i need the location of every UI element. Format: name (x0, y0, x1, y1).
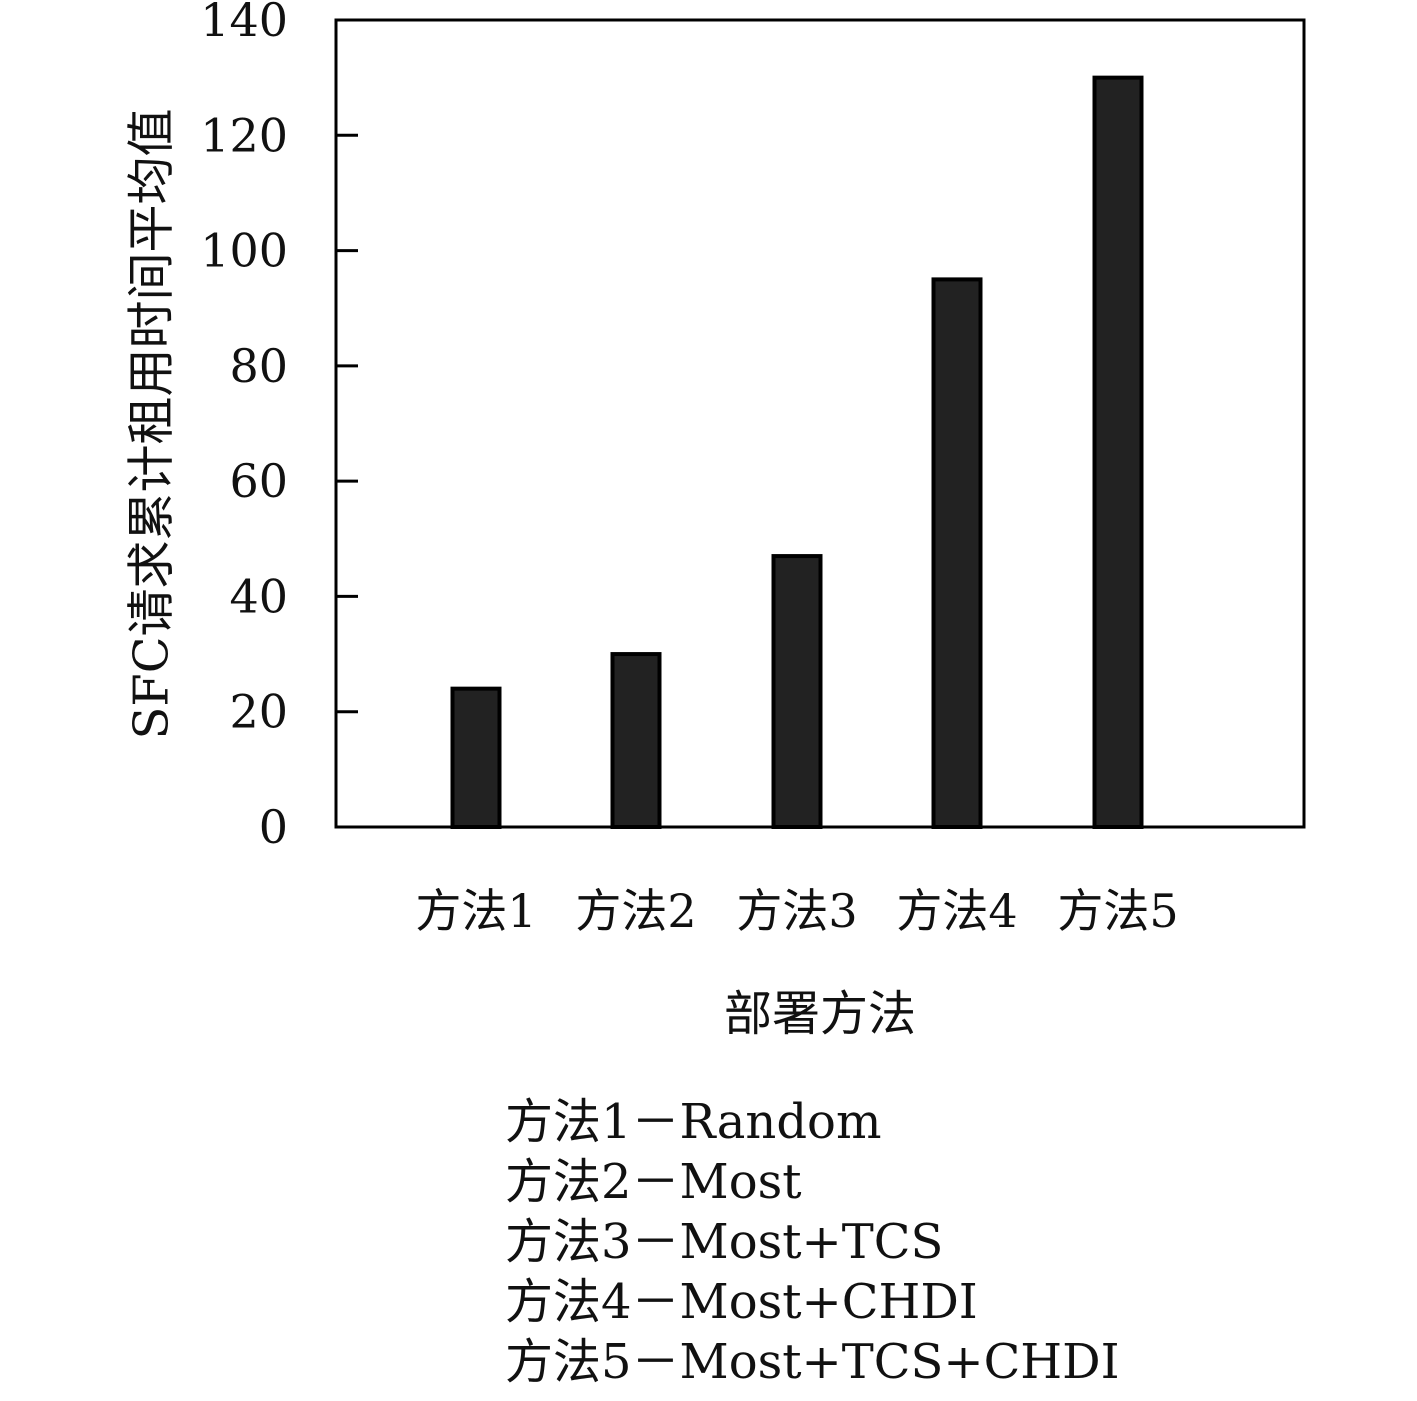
y-tick-label: 140 (200, 0, 288, 47)
legend-entry-5: 方法5－Most+TCS+CHDI (505, 1334, 1120, 1390)
y-axis-ticks: 0 20 40 60 80 100 120 140 (200, 0, 358, 854)
axes (334, 18, 1306, 829)
legend-entry-4: 方法4－Most+CHDI (505, 1274, 978, 1330)
bar-4 (931, 277, 983, 829)
y-tick-label: 40 (229, 569, 288, 623)
x-tick-label: 方法5 (1057, 884, 1178, 938)
legend-entry-3: 方法3－Most+TCS (505, 1214, 943, 1270)
x-axis-ticks: 方法1 方法2 方法3 方法4 方法5 (415, 884, 1178, 938)
y-tick-label: 60 (229, 454, 288, 508)
x-tick-label: 方法2 (575, 884, 696, 938)
y-tick-label: 100 (200, 224, 288, 278)
legend-entry-1: 方法1－Random (505, 1094, 881, 1150)
method-legend: 方法1－Random方法2－Most方法3－Most+TCS方法4－Most+C… (505, 1094, 1120, 1390)
bar-2 (610, 652, 662, 829)
y-tick-label: 120 (200, 108, 288, 162)
legend-entry-2: 方法2－Most (505, 1154, 802, 1210)
y-tick-label: 20 (229, 685, 288, 739)
x-tick-label: 方法3 (736, 884, 857, 938)
bar-5 (1092, 75, 1144, 829)
y-tick-label: 0 (259, 800, 288, 854)
plot-frame (334, 18, 1306, 829)
bars (450, 75, 1144, 830)
bar-1 (450, 686, 502, 830)
x-axis-title: 部署方法 (724, 986, 916, 1042)
y-axis-title: SFC请求累计租用时间平均值 (124, 109, 180, 740)
y-tick-label: 80 (229, 339, 288, 393)
x-tick-label: 方法1 (415, 884, 536, 938)
x-tick-label: 方法4 (896, 884, 1017, 938)
bar-3 (771, 554, 823, 829)
